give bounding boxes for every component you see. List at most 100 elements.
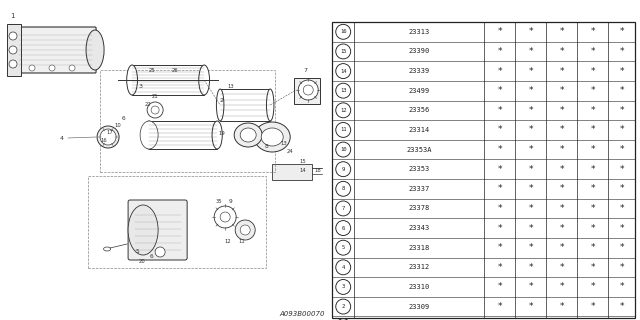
Text: 11: 11	[340, 127, 346, 132]
Bar	[7, 24, 21, 76]
Ellipse shape	[234, 123, 262, 147]
Text: 14: 14	[300, 168, 306, 173]
Circle shape	[29, 65, 35, 71]
Text: *: *	[529, 263, 533, 272]
Text: *: *	[529, 106, 533, 115]
Circle shape	[151, 106, 159, 114]
Text: *: *	[559, 283, 564, 292]
Text: 4: 4	[342, 265, 345, 270]
Text: 3: 3	[342, 284, 345, 289]
Circle shape	[220, 212, 230, 222]
Text: *: *	[497, 302, 502, 311]
Text: *: *	[529, 145, 533, 154]
Ellipse shape	[240, 128, 256, 142]
Text: *: *	[559, 106, 564, 115]
Text: 23337: 23337	[408, 186, 430, 192]
Ellipse shape	[86, 30, 104, 70]
Text: *: *	[497, 283, 502, 292]
Text: 15: 15	[340, 49, 346, 54]
Text: *: *	[590, 283, 595, 292]
Circle shape	[336, 123, 351, 137]
Text: 2: 2	[219, 98, 223, 103]
Text: 12: 12	[224, 239, 231, 244]
Text: *: *	[620, 165, 624, 174]
Bar	[100, 70, 275, 172]
Text: 10: 10	[114, 123, 121, 128]
Text: 23309: 23309	[408, 304, 430, 309]
Ellipse shape	[104, 247, 111, 251]
Text: 13: 13	[227, 84, 234, 89]
Circle shape	[336, 201, 351, 216]
Text: *: *	[529, 125, 533, 134]
Text: 12: 12	[340, 108, 346, 113]
Text: 23356: 23356	[408, 107, 430, 113]
Bar	[294, 78, 320, 104]
Text: *: *	[497, 224, 502, 233]
Text: *: *	[529, 204, 533, 213]
Text: 23313: 23313	[408, 29, 430, 35]
Ellipse shape	[127, 65, 138, 95]
Text: 15: 15	[300, 159, 306, 164]
Text: 23339: 23339	[408, 68, 430, 74]
Text: *: *	[620, 224, 624, 233]
Text: *: *	[497, 47, 502, 56]
Circle shape	[336, 279, 351, 294]
Text: *: *	[620, 27, 624, 36]
Circle shape	[336, 260, 351, 275]
Text: 11: 11	[238, 239, 245, 244]
Circle shape	[235, 220, 255, 240]
Text: *: *	[529, 224, 533, 233]
Text: 13: 13	[280, 141, 287, 146]
Text: 23343: 23343	[408, 225, 430, 231]
Text: *: *	[529, 184, 533, 193]
FancyBboxPatch shape	[128, 200, 187, 260]
Text: *: *	[620, 86, 624, 95]
Circle shape	[9, 32, 17, 40]
Text: 3: 3	[138, 84, 142, 89]
Text: 7: 7	[303, 68, 307, 73]
Text: *: *	[590, 224, 595, 233]
Circle shape	[9, 60, 17, 68]
Text: *: *	[590, 165, 595, 174]
Text: *: *	[590, 47, 595, 56]
Circle shape	[336, 83, 351, 98]
Circle shape	[336, 220, 351, 236]
Text: 23378: 23378	[408, 205, 430, 212]
Text: *: *	[497, 86, 502, 95]
Text: *: *	[497, 165, 502, 174]
Text: 35: 35	[215, 199, 222, 204]
Text: 18: 18	[314, 168, 321, 173]
Text: *: *	[497, 27, 502, 36]
Text: 16: 16	[340, 29, 346, 34]
Text: *: *	[559, 224, 564, 233]
Text: 13: 13	[340, 88, 346, 93]
Text: *: *	[559, 125, 564, 134]
Circle shape	[336, 103, 351, 118]
Text: *: *	[529, 27, 533, 36]
Text: 23353: 23353	[408, 166, 430, 172]
Text: *: *	[529, 243, 533, 252]
Text: *: *	[590, 67, 595, 76]
Text: 23318: 23318	[408, 245, 430, 251]
Circle shape	[69, 65, 75, 71]
Text: *: *	[620, 302, 624, 311]
Text: 6: 6	[122, 116, 125, 121]
Circle shape	[336, 44, 351, 59]
Text: *: *	[620, 106, 624, 115]
Text: *: *	[529, 165, 533, 174]
Text: *: *	[497, 263, 502, 272]
Text: *: *	[590, 125, 595, 134]
Circle shape	[336, 64, 351, 78]
Ellipse shape	[266, 89, 274, 121]
Text: *: *	[529, 86, 533, 95]
Circle shape	[240, 225, 250, 235]
Text: *: *	[559, 86, 564, 95]
Text: *: *	[620, 125, 624, 134]
Text: *: *	[620, 47, 624, 56]
Circle shape	[155, 247, 165, 257]
Ellipse shape	[140, 121, 158, 149]
Text: 26: 26	[172, 68, 179, 73]
Text: *: *	[620, 67, 624, 76]
FancyBboxPatch shape	[16, 27, 96, 73]
Text: 5: 5	[135, 249, 139, 254]
